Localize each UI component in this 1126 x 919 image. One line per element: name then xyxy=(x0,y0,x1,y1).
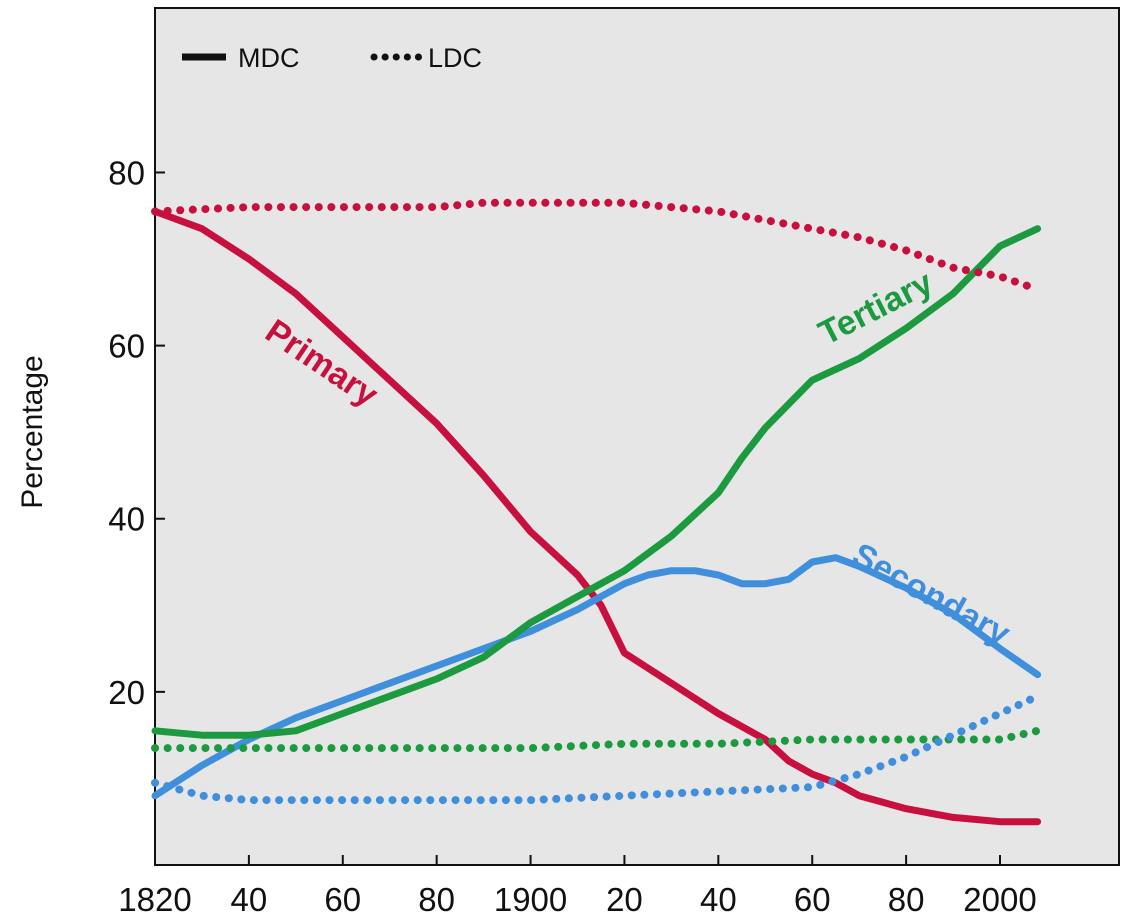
series-mdc-tertiary-line xyxy=(151,225,1042,739)
legend: MDC LDC xyxy=(182,43,482,73)
series-mdc-secondary-line xyxy=(151,554,1042,800)
x-tick-label: 60 xyxy=(794,881,831,918)
series-layer xyxy=(151,198,1042,826)
y-tick-label: 20 xyxy=(108,674,145,711)
series-mdc-primary-line xyxy=(151,207,1042,826)
x-tick-label: 1820 xyxy=(118,881,191,918)
x-tick-label: 80 xyxy=(418,881,455,918)
x-tick-label: 60 xyxy=(324,881,361,918)
legend-label-ldc: LDC xyxy=(428,43,482,73)
x-tick-label: 2000 xyxy=(963,881,1036,918)
y-axis-label: Percentage xyxy=(16,355,49,508)
x-tick-label: 80 xyxy=(888,881,925,918)
series-ldc-primary-line xyxy=(151,198,1042,294)
legend-label-mdc: MDC xyxy=(238,43,300,73)
y-tick-label: 60 xyxy=(108,328,145,365)
x-tick-label: 40 xyxy=(700,881,737,918)
axis-layer: 1820 40 60 80 1900 20 40 60 80 2000 20 40 60 80 xyxy=(108,154,1036,918)
x-tick-label: 20 xyxy=(606,881,643,918)
x-tick-label: 40 xyxy=(231,881,268,918)
y-tick-label: 40 xyxy=(108,501,145,538)
y-tick-label: 80 xyxy=(108,154,145,191)
series-ldc-secondary-line xyxy=(151,692,1042,805)
x-tick-label: 1900 xyxy=(494,881,567,918)
